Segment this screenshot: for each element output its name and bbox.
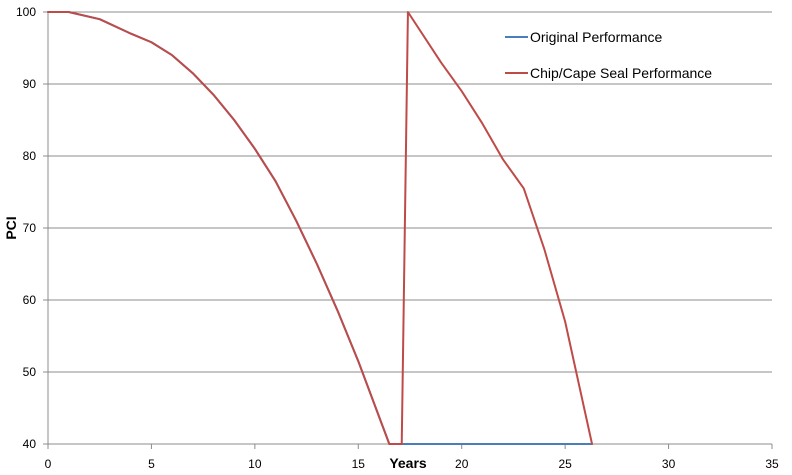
gridlines [48, 11, 772, 373]
y-tick-label: 50 [23, 365, 37, 379]
legend: Original Performance Chip/Cape Seal Perf… [505, 29, 712, 81]
y-axis-title: PCI [3, 216, 19, 239]
x-tick-label: 30 [662, 457, 676, 471]
y-tick-label: 70 [23, 221, 37, 235]
y-tick-label: 60 [23, 293, 37, 307]
x-tick-label: 5 [148, 457, 155, 471]
y-tick-label: 100 [16, 5, 36, 19]
legend-label-original: Original Performance [530, 29, 662, 45]
y-tick-label: 90 [23, 77, 37, 91]
x-tick-label: 15 [352, 457, 366, 471]
series-lines [47, 11, 594, 445]
x-tick-label: 25 [558, 457, 572, 471]
x-tick-label: 10 [248, 457, 262, 471]
legend-label-chip-cape-seal: Chip/Cape Seal Performance [530, 65, 712, 81]
y-tick-label: 80 [23, 149, 37, 163]
y-tick-label: 40 [23, 437, 37, 451]
x-axis-title: Years [389, 455, 427, 471]
tick-labels: 40 50 60 70 80 90 100 0 5 10 15 20 25 30 35 [16, 5, 779, 471]
x-tick-label: 35 [765, 457, 779, 471]
series-line-1 [47, 11, 594, 445]
x-tick-label: 20 [455, 457, 469, 471]
x-tick-label: 0 [45, 457, 52, 471]
